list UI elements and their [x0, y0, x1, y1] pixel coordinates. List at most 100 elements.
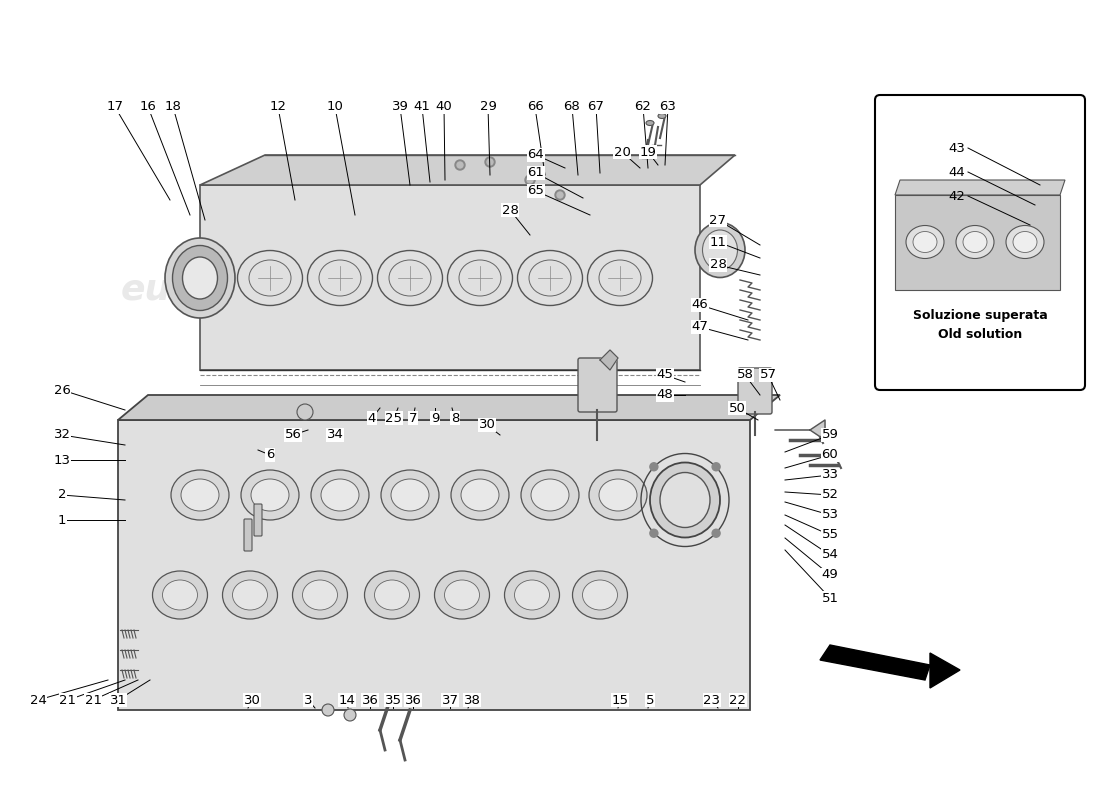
Text: 4: 4: [367, 411, 376, 425]
Ellipse shape: [600, 479, 637, 511]
Text: 18: 18: [165, 101, 182, 114]
Text: 43: 43: [948, 142, 965, 154]
FancyBboxPatch shape: [874, 95, 1085, 390]
Text: 21: 21: [85, 694, 101, 706]
Text: 56: 56: [285, 429, 301, 442]
Text: 47: 47: [692, 321, 708, 334]
Text: 36: 36: [362, 694, 378, 706]
Circle shape: [344, 709, 356, 721]
Ellipse shape: [444, 580, 480, 610]
Text: 38: 38: [463, 694, 481, 706]
Ellipse shape: [241, 470, 299, 520]
Text: Soluzione superata: Soluzione superata: [913, 309, 1047, 322]
Text: 60: 60: [822, 449, 838, 462]
Ellipse shape: [165, 238, 235, 318]
Text: 44: 44: [948, 166, 965, 178]
Text: 35: 35: [385, 694, 402, 706]
Circle shape: [712, 530, 720, 538]
Ellipse shape: [390, 479, 429, 511]
Text: 34: 34: [327, 429, 343, 442]
Ellipse shape: [182, 479, 219, 511]
Circle shape: [525, 175, 535, 185]
Text: 30: 30: [478, 418, 495, 431]
Text: 66: 66: [527, 101, 543, 114]
Text: 62: 62: [635, 101, 651, 114]
Text: 37: 37: [441, 694, 459, 706]
Text: 58: 58: [737, 369, 754, 382]
Text: 51: 51: [822, 591, 838, 605]
Ellipse shape: [381, 470, 439, 520]
Ellipse shape: [163, 580, 198, 610]
Ellipse shape: [521, 470, 579, 520]
Ellipse shape: [153, 571, 208, 619]
Text: 57: 57: [759, 369, 777, 382]
Ellipse shape: [588, 470, 647, 520]
Circle shape: [527, 177, 534, 183]
Ellipse shape: [251, 479, 289, 511]
Ellipse shape: [364, 571, 419, 619]
Text: 15: 15: [612, 694, 628, 706]
Ellipse shape: [658, 114, 666, 118]
Ellipse shape: [505, 571, 560, 619]
Ellipse shape: [321, 479, 359, 511]
Ellipse shape: [232, 580, 267, 610]
Circle shape: [487, 159, 493, 165]
Ellipse shape: [572, 571, 627, 619]
Ellipse shape: [374, 580, 409, 610]
Text: 17: 17: [107, 101, 123, 114]
Text: 11: 11: [710, 235, 726, 249]
Text: 23: 23: [704, 694, 720, 706]
FancyBboxPatch shape: [244, 519, 252, 551]
Text: eurospares: eurospares: [121, 563, 350, 597]
Text: 9: 9: [431, 411, 439, 425]
Ellipse shape: [703, 230, 737, 270]
Text: 14: 14: [339, 694, 355, 706]
Text: eurospares: eurospares: [121, 273, 350, 307]
Text: 52: 52: [822, 489, 838, 502]
Text: 20: 20: [614, 146, 630, 158]
Ellipse shape: [170, 470, 229, 520]
Ellipse shape: [906, 226, 944, 258]
Text: Old solution: Old solution: [938, 329, 1022, 342]
Text: 40: 40: [436, 101, 452, 114]
Text: 39: 39: [392, 101, 408, 114]
Text: 49: 49: [822, 569, 838, 582]
Text: 28: 28: [502, 203, 518, 217]
FancyBboxPatch shape: [578, 358, 617, 412]
Text: 12: 12: [270, 101, 286, 114]
Ellipse shape: [660, 473, 710, 527]
Text: 32: 32: [54, 429, 70, 442]
Ellipse shape: [515, 580, 550, 610]
Text: 28: 28: [710, 258, 726, 271]
Text: 19: 19: [639, 146, 657, 158]
Text: 22: 22: [729, 694, 747, 706]
Text: 8: 8: [451, 411, 459, 425]
Text: 36: 36: [405, 694, 421, 706]
Text: 55: 55: [822, 529, 838, 542]
Circle shape: [650, 530, 658, 538]
Polygon shape: [200, 155, 735, 185]
Ellipse shape: [650, 462, 721, 538]
Polygon shape: [895, 195, 1060, 290]
Ellipse shape: [1013, 231, 1037, 253]
Text: 16: 16: [140, 101, 156, 114]
Text: eurospares: eurospares: [446, 273, 674, 307]
FancyBboxPatch shape: [254, 504, 262, 536]
FancyBboxPatch shape: [738, 368, 772, 414]
Text: 45: 45: [657, 369, 673, 382]
Text: 7: 7: [409, 411, 417, 425]
Polygon shape: [930, 653, 960, 688]
Text: 29: 29: [480, 101, 496, 114]
Text: 30: 30: [243, 694, 261, 706]
Ellipse shape: [461, 479, 499, 511]
Text: 53: 53: [822, 509, 838, 522]
Ellipse shape: [962, 231, 987, 253]
Polygon shape: [600, 350, 618, 370]
Polygon shape: [776, 420, 825, 440]
Circle shape: [557, 192, 563, 198]
Ellipse shape: [531, 479, 569, 511]
Text: 31: 31: [110, 694, 126, 706]
Ellipse shape: [913, 231, 937, 253]
Text: 42: 42: [948, 190, 965, 202]
Text: 25: 25: [385, 411, 403, 425]
